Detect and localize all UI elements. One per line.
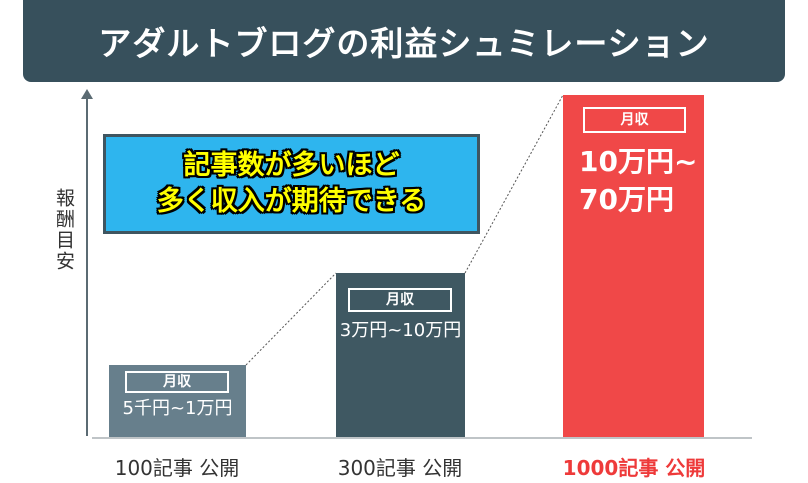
- monthly-income-label: 月収: [163, 374, 191, 390]
- y-axis-arrow: [81, 89, 93, 99]
- bar-value-line: 10万円~: [579, 145, 698, 178]
- callout-line-1: 記事数が多いほど: [183, 149, 400, 181]
- x-tick-1000: 1000記事 公開: [562, 456, 706, 480]
- bar-value-label: 3万円~10万円: [336, 319, 465, 343]
- bar-value-line: 3万円~10万円: [339, 320, 462, 341]
- monthly-income-label: 月収: [620, 112, 649, 128]
- bar-300-articles: 月収 3万円~10万円: [336, 273, 465, 437]
- bar-100-articles: 月収 5千円~1万円: [109, 365, 246, 437]
- bar-value-label: 5千円~1万円: [109, 397, 246, 421]
- x-tick-300: 300記事 公開: [337, 456, 463, 480]
- callout-line-2: 多く収入が期待できる: [156, 186, 427, 217]
- monthly-income-label-box: 月収: [125, 371, 229, 393]
- x-axis: [92, 437, 752, 439]
- bar-value-line: 70万円: [579, 183, 674, 216]
- x-tick-100: 100記事 公開: [114, 456, 240, 480]
- connector-line-2: [464, 94, 564, 274]
- monthly-income-label-box: 月収: [583, 107, 686, 133]
- y-axis-label: 報酬目安: [53, 188, 75, 272]
- monthly-income-label-box: 月収: [348, 288, 452, 312]
- bar-value-label: 10万円~ 70万円: [579, 143, 704, 219]
- bar-value-line: 5千円~1万円: [122, 398, 233, 419]
- title-banner: アダルトブログの利益シュミレーション: [23, 0, 785, 82]
- monthly-income-label: 月収: [386, 292, 414, 308]
- connector-line-1: [245, 272, 337, 366]
- bar-1000-articles: 月収 10万円~ 70万円: [563, 95, 704, 437]
- callout-box: 記事数が多いほど 多く収入が期待できる: [103, 134, 480, 234]
- chart-title: アダルトブログの利益シュミレーション: [98, 24, 710, 63]
- y-axis: [86, 96, 88, 436]
